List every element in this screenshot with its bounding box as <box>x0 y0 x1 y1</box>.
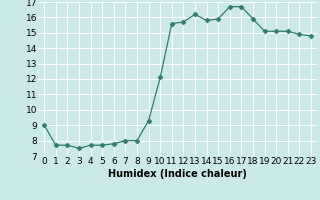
X-axis label: Humidex (Indice chaleur): Humidex (Indice chaleur) <box>108 169 247 179</box>
